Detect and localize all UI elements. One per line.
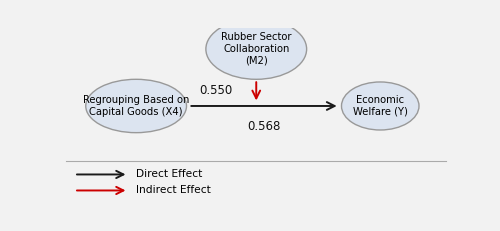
Text: Economic
Welfare (Y): Economic Welfare (Y) bbox=[353, 95, 408, 117]
Ellipse shape bbox=[206, 19, 306, 79]
Text: 0.550: 0.550 bbox=[200, 84, 233, 97]
Text: Indirect Effect: Indirect Effect bbox=[136, 185, 211, 195]
Text: Direct Effect: Direct Effect bbox=[136, 170, 202, 179]
Text: Regrouping Based on
Capital Goods (X4): Regrouping Based on Capital Goods (X4) bbox=[83, 95, 190, 117]
Text: 0.568: 0.568 bbox=[248, 120, 280, 133]
Text: Rubber Sector
Collaboration
(M2): Rubber Sector Collaboration (M2) bbox=[221, 33, 292, 66]
Ellipse shape bbox=[86, 79, 186, 133]
Ellipse shape bbox=[342, 82, 419, 130]
